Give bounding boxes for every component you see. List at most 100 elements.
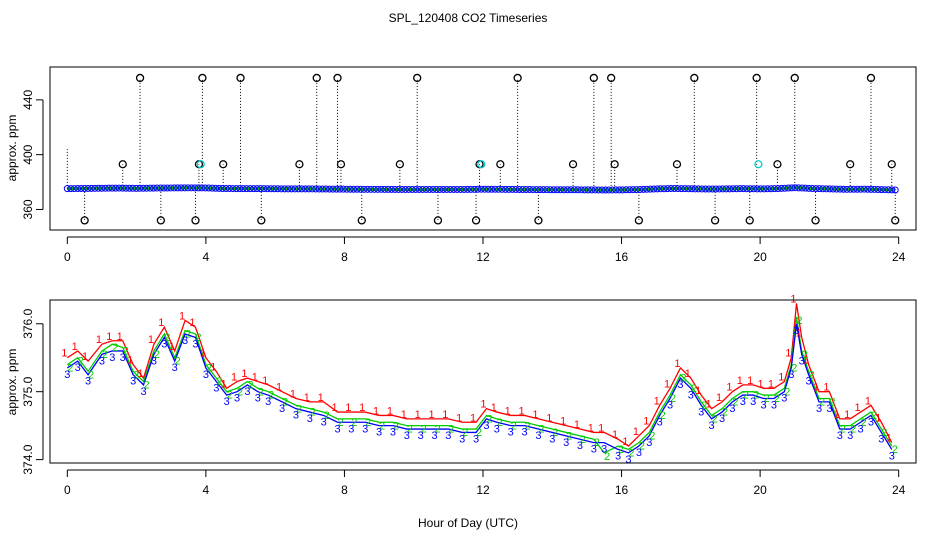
x-tick-label: 0 [64, 250, 71, 264]
series-point-1: 1 [598, 422, 604, 434]
series-point-2: 2 [552, 427, 558, 439]
baseline-point [467, 185, 475, 193]
series-point-3: 3 [99, 355, 105, 367]
series-point-3: 3 [657, 416, 663, 428]
baseline-point [733, 185, 741, 193]
baseline-point [698, 185, 706, 193]
baseline-point [146, 184, 154, 192]
baseline-point [491, 185, 499, 193]
baseline-point [836, 185, 844, 193]
baseline-point [557, 186, 565, 194]
spike-point [672, 160, 682, 169]
baseline-point [177, 184, 185, 192]
series-point-3: 3 [688, 389, 694, 401]
baseline-point [729, 185, 737, 193]
series-point-1: 1 [158, 317, 164, 329]
series-point-1: 1 [633, 426, 639, 438]
series-point-3: 3 [636, 447, 642, 459]
baseline-point [229, 185, 237, 193]
series-point-3: 3 [404, 430, 410, 442]
series-point-1: 1 [716, 392, 722, 404]
baseline-point [526, 186, 534, 194]
series-point-1: 1 [72, 341, 78, 353]
baseline-point [505, 185, 513, 193]
baseline-point [312, 185, 320, 193]
baseline-point [163, 184, 171, 192]
series-point-2: 2 [670, 393, 676, 405]
series-point-2: 2 [133, 369, 139, 381]
spike-point [811, 216, 820, 225]
series-point-1: 1 [768, 378, 774, 390]
baseline-point [539, 186, 547, 194]
series-point-1: 1 [262, 375, 268, 387]
spike-point [236, 73, 245, 83]
series-point-3: 3 [376, 427, 382, 439]
baseline-point [98, 184, 106, 192]
baseline-point [108, 184, 116, 192]
series-point-2: 2 [819, 396, 825, 408]
series-point-3: 3 [535, 430, 541, 442]
baseline-point [764, 185, 772, 193]
baseline-point [584, 186, 592, 194]
baseline-point [388, 185, 396, 193]
baseline-point [143, 184, 151, 192]
baseline-point [857, 185, 865, 193]
baseline-point [443, 185, 451, 193]
spike-point-cyan [754, 160, 763, 169]
series-point-2: 2 [712, 413, 718, 425]
baseline-point [250, 185, 258, 193]
series-point-1: 1 [221, 378, 227, 390]
series-point-3: 3 [615, 450, 621, 462]
series-point-3: 3 [348, 423, 354, 435]
series-point-1: 1 [169, 341, 175, 353]
series-point-1: 1 [61, 348, 67, 360]
series-point-1: 1 [82, 351, 88, 363]
series-point-1: 1 [886, 433, 892, 445]
series-point-3: 3 [431, 430, 437, 442]
baseline-point [881, 186, 889, 194]
baseline-point [684, 185, 692, 193]
series-point-2: 2 [296, 403, 302, 415]
baseline-point [329, 185, 337, 193]
series-point-2: 2 [850, 424, 856, 436]
top-x-axis: 0 4 8 12 16 20 24 [64, 236, 906, 264]
series-point-3: 3 [445, 430, 451, 442]
spike-point [357, 216, 366, 225]
baseline-point [301, 185, 309, 193]
series-point-3: 3 [750, 396, 756, 408]
baseline-point [239, 185, 247, 193]
series-point-2: 2 [802, 349, 808, 361]
series-point-3: 3 [483, 420, 489, 432]
series-point-1: 1 [96, 334, 102, 346]
baseline-point [308, 185, 316, 193]
series-point-3: 3 [473, 433, 479, 445]
baseline-point [150, 184, 158, 192]
baseline-point [536, 186, 544, 194]
series-point-1: 1 [127, 355, 133, 367]
series-point-2: 2 [195, 332, 201, 344]
spike-point [471, 216, 481, 225]
baseline-point [139, 184, 147, 192]
series-point-2: 2 [829, 396, 835, 408]
series-point-2: 2 [268, 390, 274, 402]
series-point-1: 1 [664, 378, 670, 390]
series-point-2: 2 [102, 349, 108, 361]
baseline-point [419, 185, 427, 193]
series-point-1: 1 [415, 409, 421, 421]
baseline-point [446, 185, 454, 193]
spike-point [191, 216, 200, 225]
baseline-point [891, 186, 899, 194]
spike-point [710, 216, 720, 225]
baseline-point [712, 185, 720, 193]
series-point-2: 2 [594, 437, 600, 449]
spike-point [773, 160, 782, 169]
series-point-1: 1 [345, 402, 351, 414]
baseline-point [460, 185, 468, 193]
baseline-point [877, 186, 885, 194]
series-point-2: 2 [796, 315, 802, 327]
series-point-2: 2 [351, 417, 357, 429]
series-point-2: 2 [566, 430, 572, 442]
baseline-point [736, 185, 744, 193]
series-point-2: 2 [123, 346, 129, 358]
